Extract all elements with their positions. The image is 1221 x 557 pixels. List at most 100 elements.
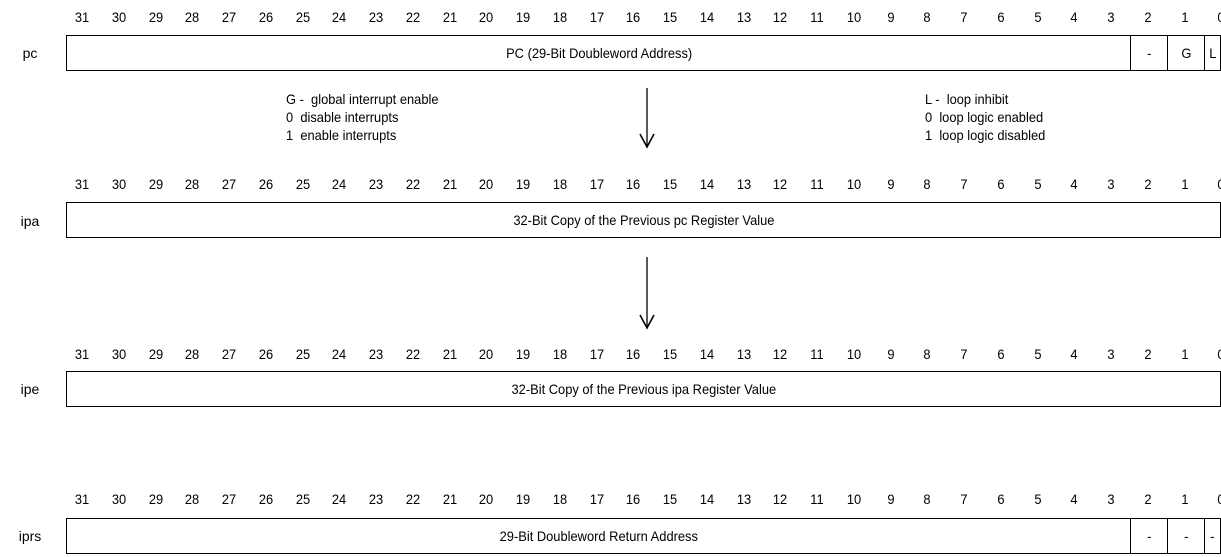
bit-number: 16 <box>626 346 641 362</box>
bit-number: 1 <box>1180 346 1189 362</box>
bit-number: 8 <box>923 176 931 192</box>
bit-number: 21 <box>442 491 457 507</box>
bit-number: 19 <box>515 9 531 25</box>
g-bit-note-1: 1 enable interrupts <box>286 127 397 143</box>
register-field-pc-0: PC (29-Bit Doubleword Address) <box>67 36 1130 70</box>
bit-number: 21 <box>442 176 457 192</box>
bit-number: 21 <box>442 9 457 25</box>
bit-number: 15 <box>662 176 678 192</box>
bit-number: 1 <box>1180 491 1189 507</box>
bit-number: 18 <box>552 176 567 192</box>
bit-number: 25 <box>295 491 310 507</box>
bit-number: 27 <box>221 491 237 507</box>
bit-number: 25 <box>295 346 310 362</box>
bit-number: 12 <box>773 346 788 362</box>
bit-number: 7 <box>960 491 968 507</box>
bit-number: 14 <box>699 491 714 507</box>
register-field-pc-3: L <box>1203 36 1220 70</box>
bit-number: 7 <box>960 9 968 25</box>
register-field-iprs-0: 29-Bit Doubleword Return Address <box>67 519 1130 553</box>
bit-number: 13 <box>736 176 751 192</box>
register-field-label: 32-Bit Copy of the Previous pc Register … <box>512 212 775 228</box>
bit-number: 19 <box>515 176 531 192</box>
bit-number: 2 <box>1144 176 1152 192</box>
bit-number: 6 <box>997 491 1005 507</box>
bit-number: 13 <box>736 346 751 362</box>
bit-number: 14 <box>699 176 714 192</box>
bit-number: 8 <box>923 346 931 362</box>
bit-number: 17 <box>589 176 604 192</box>
bit-number: 23 <box>368 491 384 507</box>
bit-number: 13 <box>736 9 751 25</box>
bit-number: 15 <box>662 491 678 507</box>
bit-number: 20 <box>479 176 494 192</box>
g-bit-note-title: G - global interrupt enable <box>286 91 439 107</box>
bit-numbers-pc: 31 30 29 28 27 26 25 24 23 22 21 20 19 18 17 16 15 14 13 12… <box>0 8 1221 26</box>
bit-number: 0 <box>1207 8 1221 26</box>
register-label-ipe: ipe <box>20 381 40 397</box>
bit-number: 0 <box>1207 345 1221 363</box>
register-field-label: G <box>1180 45 1192 61</box>
register-field-label: - <box>1210 528 1215 544</box>
bit-number: 1 <box>1180 176 1189 192</box>
register-field-pc-1: - <box>1130 36 1167 70</box>
bit-number: 18 <box>552 9 567 25</box>
bit-number: 27 <box>221 176 237 192</box>
bit-number: 14 <box>699 346 714 362</box>
bit-number: 24 <box>332 346 347 362</box>
bit-number: 0 <box>1207 490 1221 508</box>
bit-number: 12 <box>773 491 788 507</box>
bit-number: 11 <box>810 346 824 362</box>
bit-number: 6 <box>997 9 1005 25</box>
down-arrow-icon <box>637 257 657 331</box>
bit-number: 28 <box>185 346 200 362</box>
bit-number: 5 <box>1033 491 1042 507</box>
bit-number: 1 <box>1180 9 1189 25</box>
bit-number: 16 <box>626 491 641 507</box>
bit-number: 31 <box>74 9 90 25</box>
register-label-ipa: ipa <box>20 213 40 229</box>
bit-number: 6 <box>997 176 1005 192</box>
bit-number: 25 <box>295 9 310 25</box>
bit-number: 30 <box>111 176 126 192</box>
bit-number: 10 <box>846 491 861 507</box>
bit-number: 22 <box>405 9 420 25</box>
bit-number: 21 <box>442 346 457 362</box>
bit-number: 29 <box>148 346 163 362</box>
bit-number: 28 <box>185 491 200 507</box>
bit-number: 11 <box>810 9 824 25</box>
bit-number: 9 <box>886 9 895 25</box>
bit-number: 2 <box>1144 346 1152 362</box>
bit-number: 3 <box>1107 9 1115 25</box>
register-label-pc: pc <box>22 45 38 61</box>
register-box-ipe: 32-Bit Copy of the Previous ipa Register… <box>66 371 1221 407</box>
register-field-label: - <box>1183 528 1189 544</box>
register-field-ipa-0: 32-Bit Copy of the Previous pc Register … <box>67 203 1220 237</box>
bit-number: 12 <box>773 176 788 192</box>
register-field-label: 29-Bit Doubleword Return Address <box>499 528 698 544</box>
bit-number: 30 <box>111 346 126 362</box>
bit-number: 4 <box>1070 9 1078 25</box>
bit-number: 23 <box>368 9 384 25</box>
bit-number: 24 <box>332 491 347 507</box>
bit-number: 31 <box>74 176 90 192</box>
bit-number: 20 <box>479 346 494 362</box>
bit-number: 17 <box>589 9 604 25</box>
bit-number: 15 <box>662 346 678 362</box>
bit-number: 3 <box>1107 176 1115 192</box>
bit-number: 8 <box>923 491 931 507</box>
bit-number: 29 <box>148 176 163 192</box>
bit-number: 2 <box>1144 491 1152 507</box>
bit-number: 18 <box>552 346 567 362</box>
bit-numbers-iprs: 31 30 29 28 27 26 25 24 23 22 21 20 19 18 17 16 15 14 13 12… <box>0 490 1221 508</box>
bit-number: 5 <box>1033 176 1042 192</box>
register-field-label: - <box>1147 528 1152 544</box>
bit-number: 19 <box>515 346 531 362</box>
register-field-label: 32-Bit Copy of the Previous ipa Register… <box>511 381 776 397</box>
bit-number: 29 <box>148 9 163 25</box>
l-bit-note-title: L - loop inhibit <box>925 91 1009 107</box>
bit-number: 5 <box>1033 9 1042 25</box>
bit-number: 23 <box>368 346 384 362</box>
bit-number: 11 <box>810 491 824 507</box>
register-field-label: - <box>1147 45 1152 61</box>
